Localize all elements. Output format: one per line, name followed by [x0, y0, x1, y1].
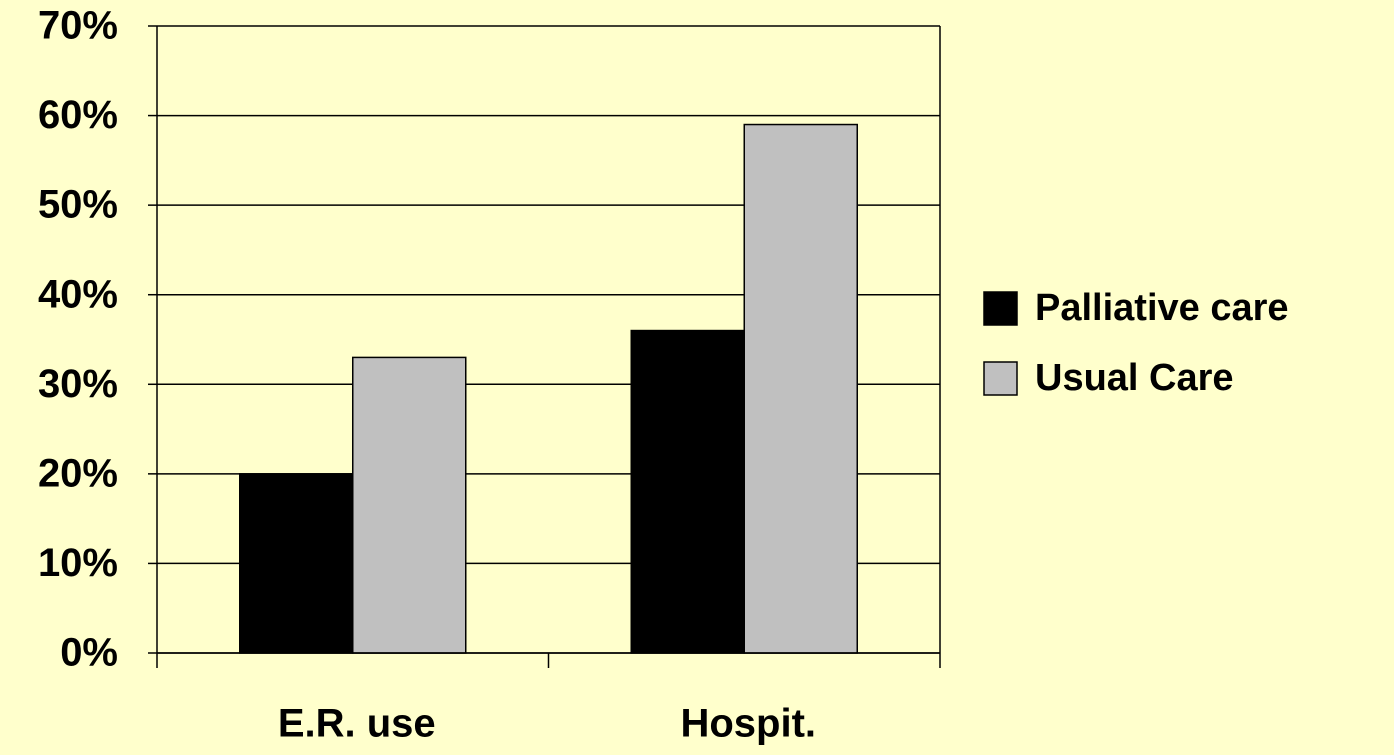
bar [630, 329, 745, 654]
x-tick-label: E.R. use [278, 702, 436, 746]
bar [239, 473, 354, 654]
y-tick-label: 40% [38, 272, 118, 316]
y-tick-label: 20% [38, 451, 118, 495]
legend-swatch [983, 291, 1018, 326]
y-tick-label: 10% [38, 541, 118, 585]
legend-label: Palliative care [1035, 287, 1289, 329]
y-tick-label: 30% [38, 362, 118, 406]
bar [352, 356, 467, 654]
bar [743, 123, 858, 654]
legend-swatch [983, 361, 1018, 396]
y-tick-label: 50% [38, 183, 118, 227]
y-tick-label: 70% [38, 4, 118, 48]
y-tick-label: 0% [60, 631, 118, 675]
x-tick-label: Hospit. [680, 702, 816, 746]
y-tick-label: 60% [38, 93, 118, 137]
legend-label: Usual Care [1035, 357, 1234, 399]
